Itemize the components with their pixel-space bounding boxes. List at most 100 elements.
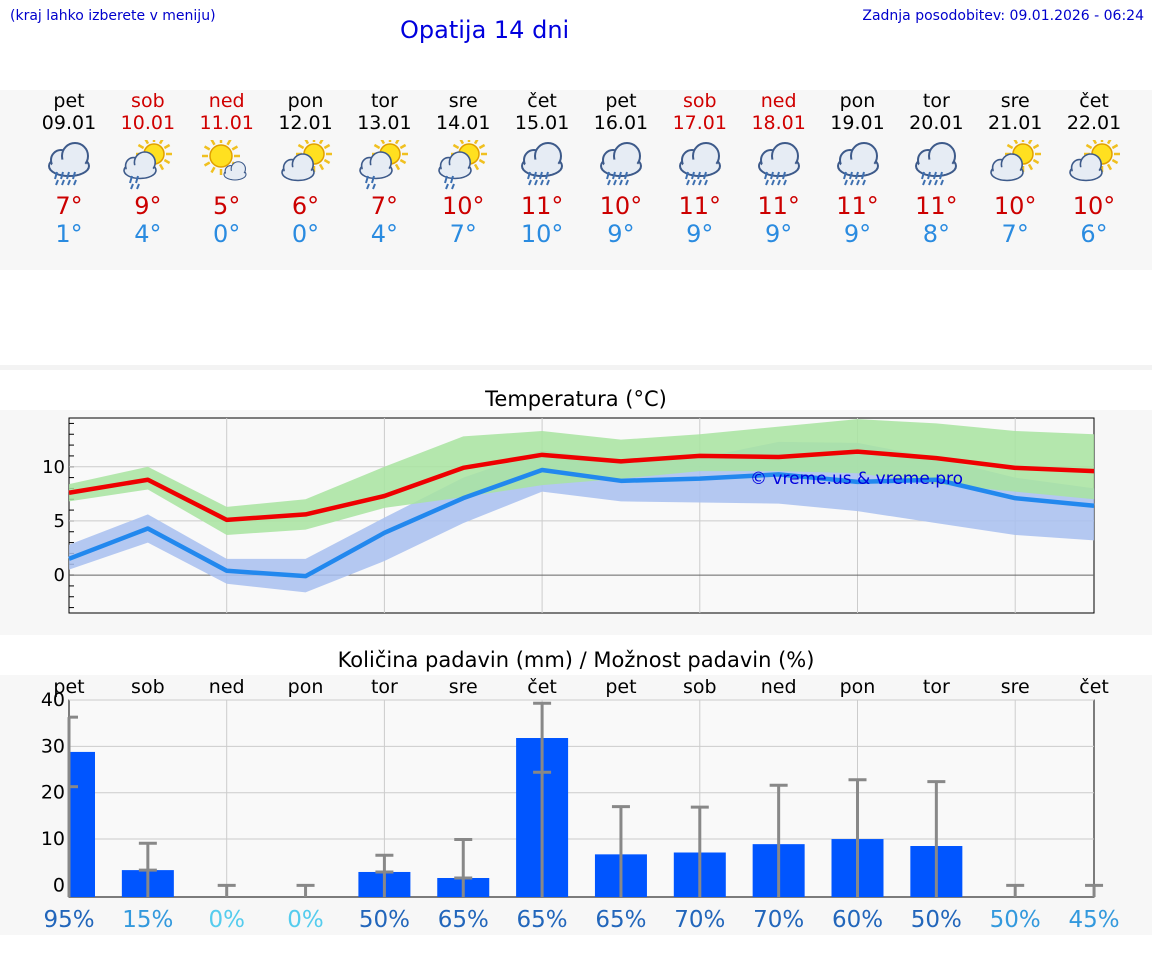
temp-min: 0° bbox=[291, 220, 320, 248]
day-date: 12.01 bbox=[278, 112, 333, 134]
temp-max: 11° bbox=[678, 192, 722, 220]
day-date: 18.01 bbox=[751, 112, 806, 134]
day-name: ned bbox=[208, 90, 245, 112]
precip-chance-label: 0% bbox=[208, 907, 245, 933]
day-date: 17.01 bbox=[672, 112, 727, 134]
temp-min: 7° bbox=[1001, 220, 1029, 248]
temp-min: 1° bbox=[55, 220, 83, 248]
day-date: 10.01 bbox=[120, 112, 176, 134]
sun-cloud-icon bbox=[990, 140, 1042, 182]
temp-max: 10° bbox=[441, 192, 485, 220]
y-tick-label: 10 bbox=[42, 457, 65, 478]
day-name: sob bbox=[131, 90, 165, 112]
page-title: Opatija 14 dni bbox=[400, 16, 570, 44]
day-column: pet 16.01 10° 9° bbox=[581, 90, 661, 248]
x-day-label: pet bbox=[605, 676, 636, 698]
temp-min: 9° bbox=[843, 220, 872, 248]
sun-cloud-rain-icon bbox=[438, 140, 488, 190]
day-column: pon 12.01 6° 0° bbox=[266, 90, 346, 248]
day-name: pet bbox=[53, 90, 85, 112]
day-column: pon 19.01 11° 9° bbox=[818, 90, 898, 248]
last-update: Zadnja posodobitev: 09.01.2026 - 06:24 bbox=[862, 8, 1144, 24]
day-name: ned bbox=[760, 90, 797, 112]
rain-cloud-icon bbox=[915, 142, 958, 186]
temp-min: 4° bbox=[134, 220, 162, 248]
day-column: sre 14.01 10° 7° bbox=[423, 90, 503, 248]
temp-max: 11° bbox=[520, 192, 564, 220]
temperature-chart: 0 5 10 © vreme.us & vreme.pro bbox=[42, 417, 1095, 614]
day-name: sre bbox=[1000, 90, 1030, 112]
max-line bbox=[68, 449, 1095, 523]
day-column: čet 22.01 10° 6° bbox=[1054, 90, 1134, 248]
x-day-label: pon bbox=[840, 676, 876, 698]
temp-max: 10° bbox=[599, 192, 643, 220]
day-name: sre bbox=[448, 90, 478, 112]
y-tick-label: 0 bbox=[54, 565, 65, 586]
precipitation-chart: pet sob ned pon tor sre čet pet sob ned pon tor sre č… bbox=[41, 676, 1120, 933]
temp-min: 9° bbox=[607, 220, 635, 248]
temp-max: 9° bbox=[134, 192, 162, 220]
day-column: čet 15.01 11° 10° bbox=[502, 90, 582, 248]
divider bbox=[0, 365, 1152, 370]
sun-cloud-rain-icon bbox=[359, 140, 409, 190]
day-date: 14.01 bbox=[436, 112, 491, 134]
day-column: sre 21.01 10° 7° bbox=[975, 90, 1055, 248]
day-column: sob 10.01 9° 4° bbox=[108, 90, 188, 248]
temp-min: 10° bbox=[520, 220, 564, 248]
day-date: 09.01 bbox=[41, 112, 97, 134]
temp-max: 7° bbox=[55, 192, 83, 220]
x-day-label: sob bbox=[131, 676, 165, 698]
precip-chance-label: 95% bbox=[43, 907, 94, 933]
temp-min: 8° bbox=[922, 220, 950, 248]
forecast-band bbox=[0, 90, 1152, 270]
y-tick-label: 0 bbox=[53, 874, 65, 896]
precip-chance-label: 45% bbox=[1068, 907, 1119, 933]
temp-min: 9° bbox=[765, 220, 793, 248]
temp-max: 11° bbox=[757, 192, 800, 220]
day-column: ned 11.01 5° 0° bbox=[187, 90, 267, 248]
y-tick-label: 10 bbox=[41, 828, 65, 850]
day-name: pon bbox=[839, 90, 876, 112]
day-column: tor 20.01 11° 8° bbox=[896, 90, 976, 248]
min-line bbox=[68, 467, 1095, 579]
x-day-label: čet bbox=[527, 676, 557, 698]
y-tick-label: 40 bbox=[41, 689, 65, 711]
day-date: 13.01 bbox=[357, 112, 412, 134]
temp-max: 10° bbox=[993, 192, 1037, 220]
precip-chart-title: Količina padavin (mm) / Možnost padavin … bbox=[337, 648, 815, 672]
day-column: tor 13.01 7° 4° bbox=[344, 90, 424, 248]
x-day-label: tor bbox=[371, 676, 398, 698]
x-day-label: sob bbox=[683, 676, 717, 698]
y-tick-label: 20 bbox=[41, 782, 65, 804]
x-day-label: sre bbox=[449, 676, 478, 698]
sun-cloud-icon bbox=[1069, 140, 1121, 182]
y-tick-label: 5 bbox=[54, 511, 65, 532]
temp-min: 7° bbox=[449, 220, 477, 248]
temp-max: 7° bbox=[370, 192, 399, 220]
precip-chance-label: 70% bbox=[674, 907, 725, 933]
rain-cloud-icon bbox=[48, 142, 90, 186]
temp-max: 5° bbox=[213, 192, 241, 220]
precip-chance-label: 50% bbox=[359, 907, 410, 933]
day-name: čet bbox=[527, 90, 557, 112]
temp-min: 4° bbox=[370, 220, 399, 248]
day-name: tor bbox=[922, 90, 950, 112]
x-day-label: čet bbox=[1079, 676, 1109, 698]
day-date: 11.01 bbox=[199, 112, 254, 134]
day-name: čet bbox=[1079, 90, 1109, 112]
precip-chance-label: 50% bbox=[990, 907, 1041, 933]
precip-chance-label: 0% bbox=[287, 907, 324, 933]
menu-hint: (kraj lahko izberete v meniju) bbox=[10, 8, 216, 24]
day-column: sob 17.01 11° 9° bbox=[660, 90, 740, 248]
temperature-chart-title: Temperatura (°C) bbox=[485, 387, 667, 411]
rain-cloud-icon bbox=[678, 142, 721, 186]
temp-min: 0° bbox=[213, 220, 241, 248]
day-date: 22.01 bbox=[1066, 112, 1122, 134]
day-date: 19.01 bbox=[830, 112, 885, 134]
rain-cloud-icon bbox=[599, 142, 642, 186]
precip-chance-label: 60% bbox=[832, 907, 883, 933]
sun-small-cloud-icon bbox=[201, 140, 247, 181]
precip-chance-label: 65% bbox=[517, 907, 568, 933]
day-column: pet 09.01 7° 1° bbox=[29, 90, 109, 248]
temp-max: 11° bbox=[836, 192, 879, 220]
